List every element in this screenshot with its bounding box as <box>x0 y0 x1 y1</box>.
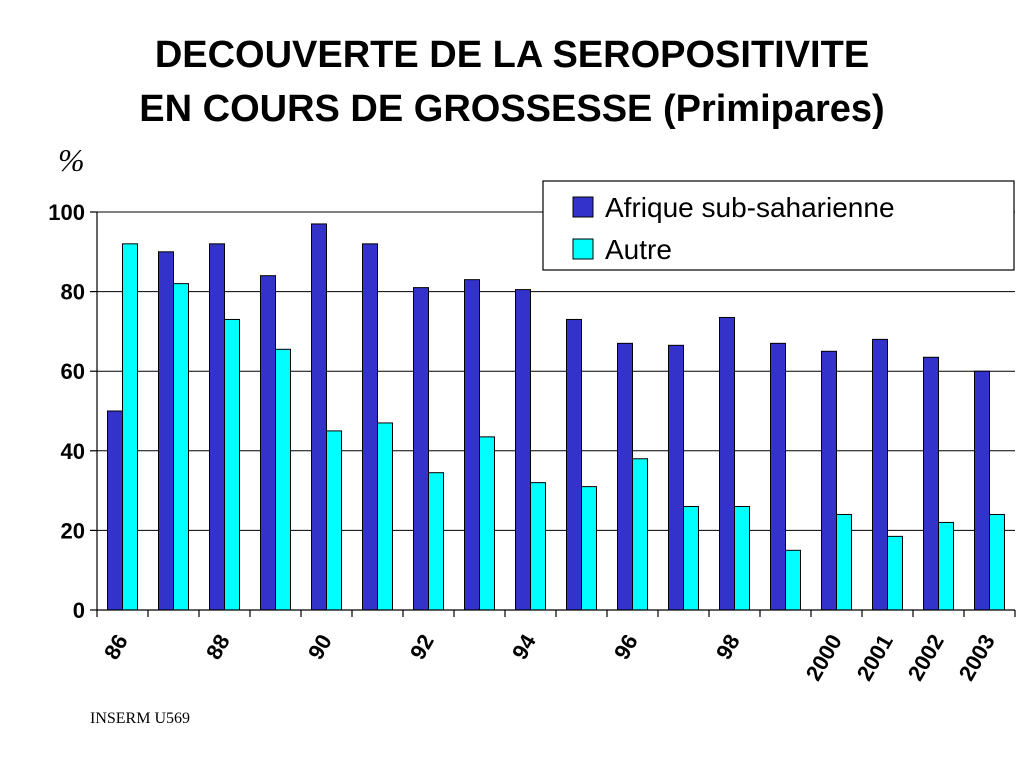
legend: Afrique sub-saharienne Autre <box>542 180 1015 271</box>
footer-credit: INSERM U569 <box>90 710 191 727</box>
bar-afrique-96 <box>617 342 633 611</box>
x-tick-label-98: 98 <box>711 630 745 664</box>
bars <box>107 223 1005 611</box>
bar-autre-89 <box>275 348 291 611</box>
chart-title-line-2: EN COURS DE GROSSESSE (Primipares) <box>139 88 885 130</box>
bar-autre-2000 <box>836 513 852 611</box>
bar-afrique-86 <box>107 410 123 611</box>
bar-afrique-98 <box>719 316 735 611</box>
y-tick-label-40: 40 <box>61 439 85 464</box>
x-tick-label-2001: 2001 <box>852 630 898 685</box>
bar-afrique-90 <box>311 223 327 611</box>
x-tick-label-90: 90 <box>303 630 337 664</box>
bar-afrique-91 <box>362 243 378 611</box>
bar-autre-99 <box>785 549 801 611</box>
bar-autre-86 <box>122 243 138 611</box>
bar-afrique-87 <box>158 251 174 611</box>
x-ticks: 86 88 90 92 94 96 98 2000 2001 2002 2003 <box>96 610 1016 685</box>
bar-autre-95 <box>581 486 597 611</box>
bar-afrique-2002 <box>923 356 939 611</box>
x-tick-label-2000: 2000 <box>801 630 847 685</box>
legend-label-afrique: Afrique sub-saharienne <box>605 192 895 223</box>
bar-autre-2001 <box>887 535 903 611</box>
legend-label-autre: Autre <box>605 234 672 265</box>
bar-afrique-88 <box>209 243 225 611</box>
bar-afrique-99 <box>770 342 786 611</box>
bar-autre-2002 <box>938 521 954 611</box>
y-tick-label-20: 20 <box>61 518 85 543</box>
bar-autre-92 <box>428 472 444 611</box>
bar-afrique-2003 <box>974 370 990 611</box>
bar-autre-2003 <box>989 513 1005 611</box>
bar-afrique-95 <box>566 318 582 611</box>
y-tick-label-60: 60 <box>61 359 85 384</box>
bar-autre-96 <box>632 458 648 611</box>
bar-afrique-2000 <box>821 350 837 611</box>
x-tick-label-94: 94 <box>507 629 541 663</box>
x-tick-label-2002: 2002 <box>903 630 949 685</box>
legend-swatch-autre <box>572 238 594 260</box>
chart-title-line-1: DECOUVERTE DE LA SEROPOSITIVITE <box>154 34 870 76</box>
bar-autre-88 <box>224 318 240 611</box>
y-tick-label-0: 0 <box>73 598 85 623</box>
x-tick-label-86: 86 <box>99 630 133 664</box>
legend-swatch-afrique <box>572 196 594 218</box>
bar-autre-90 <box>326 430 342 611</box>
bar-afrique-97 <box>668 344 684 611</box>
bar-afrique-89 <box>260 275 276 611</box>
y-tick-label-100: 100 <box>48 200 85 225</box>
x-tick-label-88: 88 <box>201 630 235 664</box>
bar-afrique-92 <box>413 287 429 611</box>
bar-autre-87 <box>173 283 189 611</box>
bar-afrique-94 <box>515 289 531 611</box>
bar-autre-98 <box>734 506 750 611</box>
bar-autre-93 <box>479 436 495 611</box>
bar-afrique-93 <box>464 279 480 611</box>
bar-autre-97 <box>683 506 699 611</box>
bar-autre-94 <box>530 482 546 611</box>
x-tick-label-92: 92 <box>405 630 439 664</box>
y-tick-label-80: 80 <box>61 280 85 305</box>
bar-autre-91 <box>377 422 393 611</box>
y-ticks: 0 20 40 60 80 100 <box>48 200 97 623</box>
x-tick-label-2003: 2003 <box>954 630 1000 685</box>
x-tick-label-96: 96 <box>609 630 643 664</box>
legend-box <box>542 180 1015 271</box>
y-axis-label: % <box>58 142 85 178</box>
bar-afrique-2001 <box>872 338 888 611</box>
